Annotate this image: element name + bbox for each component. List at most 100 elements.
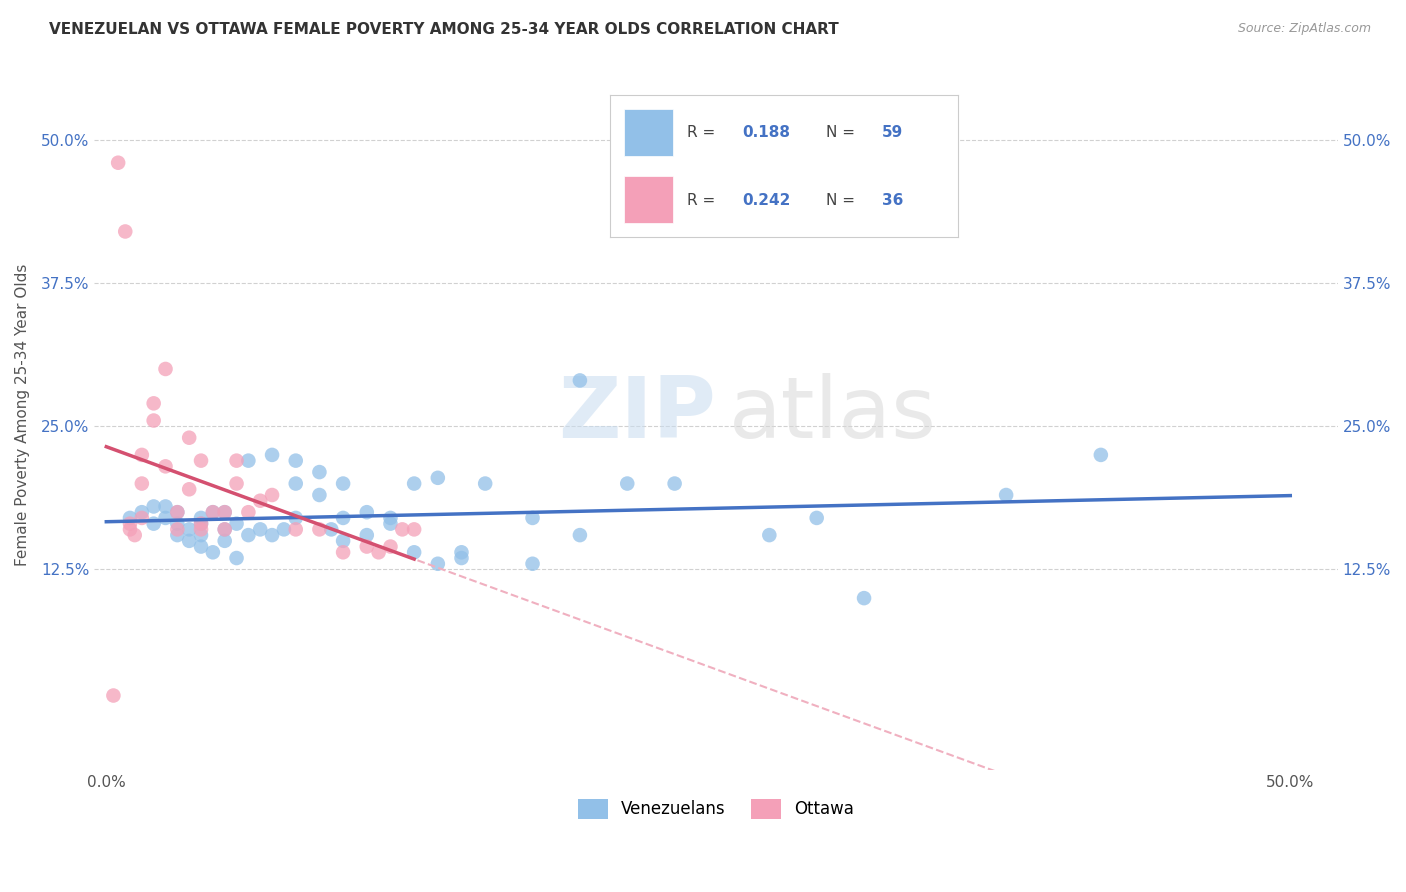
Point xyxy=(118,516,141,531)
Point xyxy=(332,545,354,559)
Point xyxy=(131,505,153,519)
Point xyxy=(238,528,260,542)
Point xyxy=(190,540,212,554)
Point xyxy=(332,511,354,525)
Point xyxy=(166,528,188,542)
Point xyxy=(225,476,247,491)
Text: ZIP: ZIP xyxy=(558,373,716,457)
Point xyxy=(262,448,284,462)
Point xyxy=(118,522,141,536)
Text: Source: ZipAtlas.com: Source: ZipAtlas.com xyxy=(1237,22,1371,36)
Point xyxy=(142,500,165,514)
Point xyxy=(522,511,544,525)
Legend: Venezuelans, Ottawa: Venezuelans, Ottawa xyxy=(571,792,860,826)
Text: VENEZUELAN VS OTTAWA FEMALE POVERTY AMONG 25-34 YEAR OLDS CORRELATION CHART: VENEZUELAN VS OTTAWA FEMALE POVERTY AMON… xyxy=(49,22,839,37)
Point xyxy=(142,413,165,427)
Point xyxy=(404,545,426,559)
Point xyxy=(426,557,449,571)
Point xyxy=(356,528,378,542)
Point xyxy=(155,511,177,525)
Point xyxy=(190,516,212,531)
Point xyxy=(853,591,876,606)
Point xyxy=(190,453,212,467)
Point xyxy=(450,551,472,566)
Point xyxy=(308,465,330,479)
Point xyxy=(262,528,284,542)
Point xyxy=(131,476,153,491)
Point xyxy=(190,516,212,531)
Point xyxy=(308,488,330,502)
Point xyxy=(380,516,402,531)
Point xyxy=(214,522,236,536)
Point xyxy=(166,516,188,531)
Point xyxy=(380,511,402,525)
Point xyxy=(758,528,780,542)
Point xyxy=(114,224,136,238)
Point xyxy=(522,557,544,571)
Text: atlas: atlas xyxy=(728,373,936,457)
Point xyxy=(273,522,295,536)
Point xyxy=(284,511,307,525)
Point xyxy=(474,476,496,491)
Point xyxy=(190,522,212,536)
Point xyxy=(179,533,201,548)
Point xyxy=(262,488,284,502)
Point xyxy=(426,471,449,485)
Point xyxy=(995,488,1018,502)
Point xyxy=(179,483,201,497)
Point xyxy=(225,551,247,566)
Point xyxy=(391,522,413,536)
Point xyxy=(404,476,426,491)
Point xyxy=(201,545,224,559)
Point xyxy=(284,453,307,467)
Point xyxy=(179,431,201,445)
Point xyxy=(166,505,188,519)
Point xyxy=(356,505,378,519)
Point xyxy=(404,522,426,536)
Point xyxy=(225,516,247,531)
Point xyxy=(332,476,354,491)
Point xyxy=(107,155,129,169)
Point xyxy=(201,505,224,519)
Y-axis label: Female Poverty Among 25-34 Year Olds: Female Poverty Among 25-34 Year Olds xyxy=(15,264,30,566)
Point xyxy=(568,373,591,387)
Point xyxy=(664,476,686,491)
Point xyxy=(118,511,141,525)
Point xyxy=(380,540,402,554)
Point xyxy=(249,493,271,508)
Point xyxy=(179,522,201,536)
Point xyxy=(214,522,236,536)
Point xyxy=(238,453,260,467)
Point xyxy=(367,545,389,559)
Point xyxy=(450,545,472,559)
Point xyxy=(155,459,177,474)
Point xyxy=(321,522,343,536)
Point xyxy=(103,689,125,703)
Point xyxy=(249,522,271,536)
Point xyxy=(214,505,236,519)
Point xyxy=(155,362,177,376)
Point xyxy=(214,505,236,519)
Point xyxy=(190,511,212,525)
Point xyxy=(142,516,165,531)
Point xyxy=(284,476,307,491)
Point xyxy=(284,522,307,536)
Point xyxy=(166,505,188,519)
Point xyxy=(616,476,638,491)
Point xyxy=(166,522,188,536)
Point xyxy=(238,505,260,519)
Point xyxy=(155,500,177,514)
Point xyxy=(201,505,224,519)
Point xyxy=(308,522,330,536)
Point xyxy=(225,453,247,467)
Point xyxy=(568,528,591,542)
Point xyxy=(142,396,165,410)
Point xyxy=(356,540,378,554)
Point xyxy=(806,511,828,525)
Point xyxy=(131,448,153,462)
Point xyxy=(124,528,146,542)
Point xyxy=(131,511,153,525)
Point xyxy=(332,533,354,548)
Point xyxy=(1090,448,1112,462)
Point xyxy=(214,533,236,548)
